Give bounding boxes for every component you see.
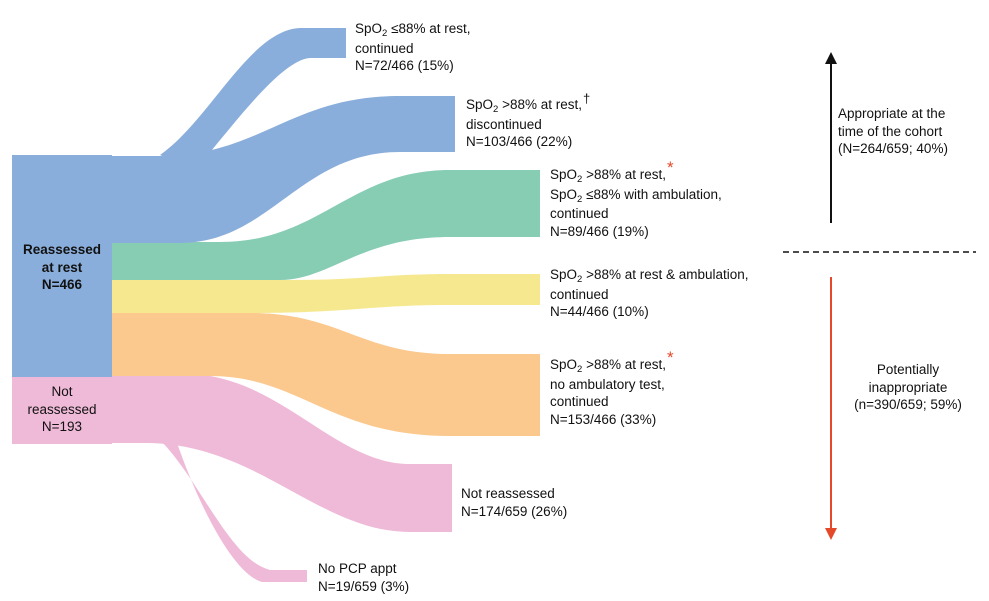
flow-blue-continued — [160, 28, 346, 170]
label-outcome-6: Not reassessed N=174/659 (26%) — [461, 486, 568, 519]
label-outcome-7: No PCP appt N=19/659 (3%) — [318, 561, 410, 594]
flow-yellow — [110, 274, 540, 313]
dagger-mark: † — [582, 91, 591, 106]
node-not-reassessed — [12, 376, 112, 444]
label-outcome-3: SpO2 >88% at rest,* SpO2 ≤88% with ambul… — [550, 158, 722, 239]
label-outcome-4: SpO2 >88% at rest & ambulation, continue… — [550, 267, 749, 319]
flow-not-reassessed — [110, 376, 452, 532]
label-reassessed: Reassessed at rest N=466 — [22, 242, 102, 292]
label-outcome-1: SpO2 ≤88% at rest, continued N=72/466 (1… — [355, 21, 471, 73]
label-outcome-5: SpO2 >88% at rest,* no ambulatory test, … — [550, 348, 674, 427]
label-not-reassessed: Not reassessed N=193 — [27, 384, 97, 434]
flow-no-pcp — [160, 440, 307, 582]
flow-orange — [110, 313, 540, 436]
label-appropriate: Appropriate at the time of the cohort (N… — [838, 106, 948, 156]
label-inappropriate: Potentially inappropriate (n=390/659; 59… — [854, 362, 962, 412]
label-outcome-2: SpO2 >88% at rest,† discontinued N=103/4… — [466, 91, 591, 149]
flow-green — [110, 170, 540, 280]
flow-blue-discontinued — [110, 96, 455, 243]
asterisk-mark: * — [666, 158, 674, 177]
asterisk-mark: * — [666, 348, 674, 367]
node-reassessed — [12, 155, 112, 377]
